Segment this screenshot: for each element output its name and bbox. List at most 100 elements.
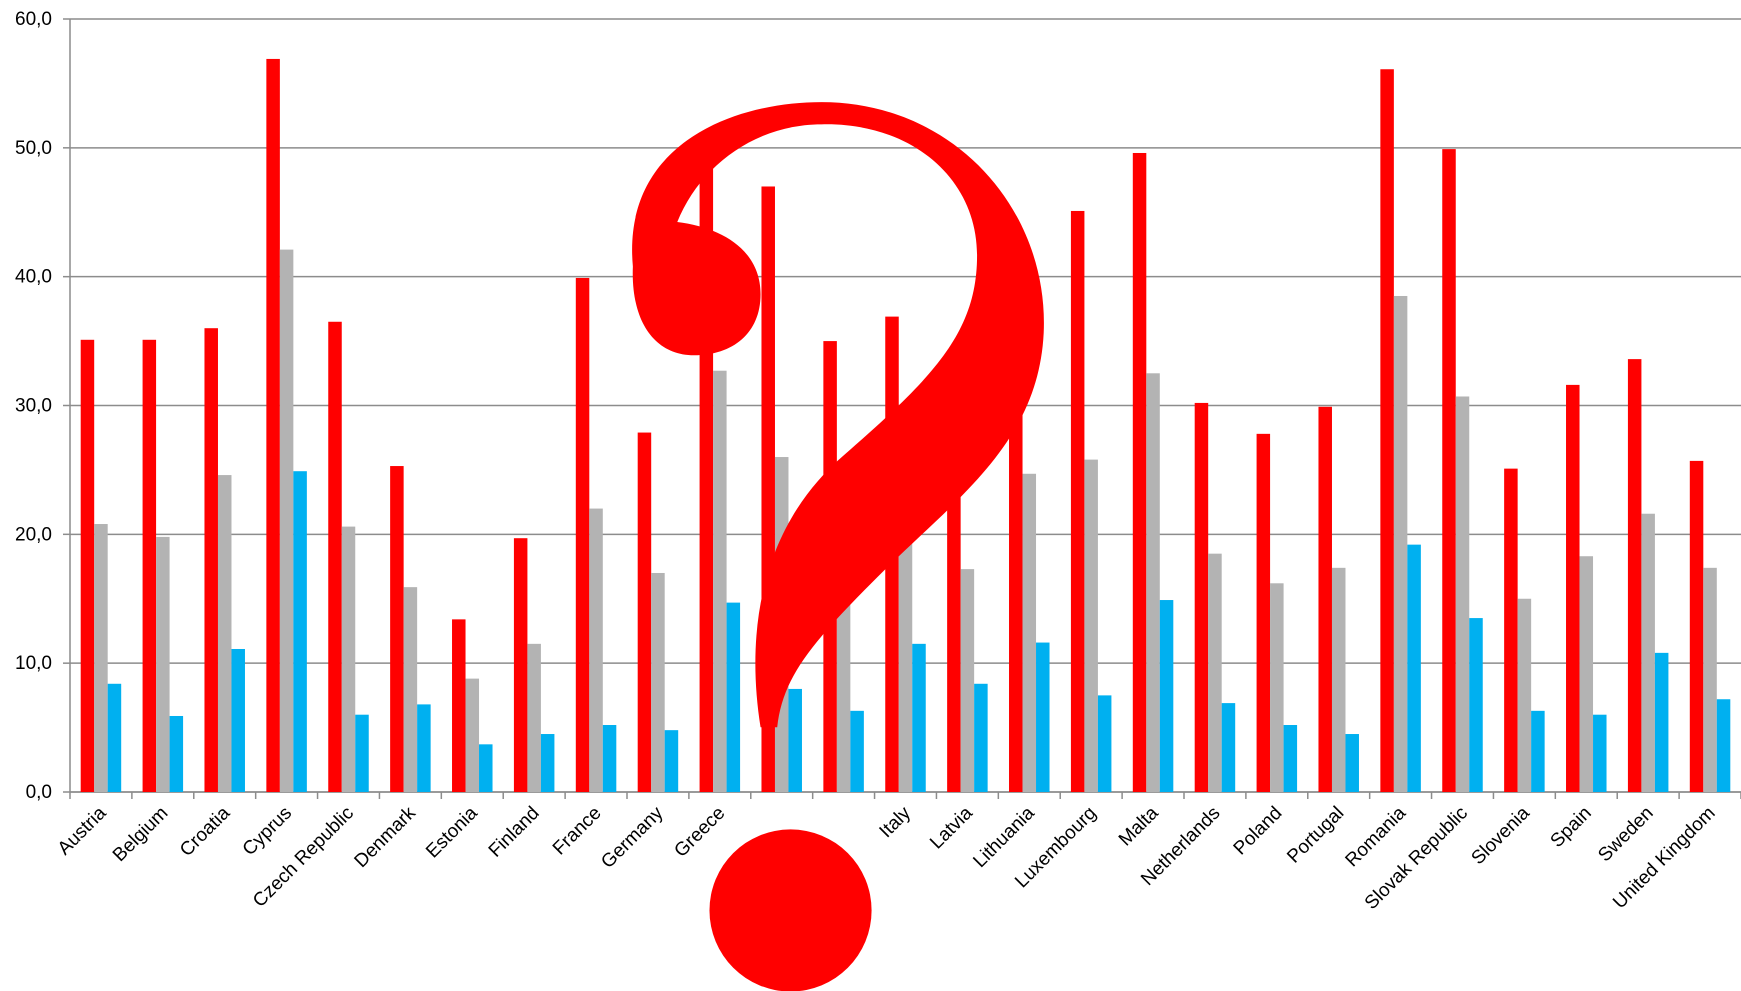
bar xyxy=(1146,373,1160,792)
bar xyxy=(850,710,864,792)
x-tick-label: Sweden xyxy=(1594,803,1657,866)
y-tick-label: 10,0 xyxy=(15,653,52,674)
x-tick-label: Finland xyxy=(485,803,544,862)
bar xyxy=(726,602,741,792)
bar xyxy=(1579,556,1594,792)
bar xyxy=(589,508,603,792)
x-tick-label: Portugal xyxy=(1283,803,1348,868)
bar xyxy=(898,540,913,792)
bar xyxy=(80,339,95,792)
x-tick-label: Austria xyxy=(54,802,111,859)
x-tick-label: Denmark xyxy=(351,802,421,872)
bar xyxy=(602,725,617,792)
bar xyxy=(1208,553,1222,792)
bar xyxy=(1627,359,1642,792)
bar xyxy=(452,619,466,792)
bar xyxy=(1194,402,1209,792)
bar xyxy=(328,321,342,792)
question-mark xyxy=(632,102,1044,991)
bar xyxy=(1455,396,1470,792)
bar xyxy=(293,471,307,792)
bar xyxy=(355,714,369,792)
x-tick-label: Belgium xyxy=(109,803,172,866)
bar xyxy=(1221,703,1236,792)
y-tick-label: 0,0 xyxy=(26,782,52,803)
bar xyxy=(217,475,232,792)
bar xyxy=(279,249,294,792)
x-tick-label: France xyxy=(549,803,606,860)
bar xyxy=(1407,544,1421,792)
y-tick-label: 20,0 xyxy=(15,524,52,545)
bar xyxy=(1345,734,1359,792)
bar xyxy=(960,569,975,792)
bar xyxy=(1531,710,1545,792)
bar xyxy=(540,734,555,792)
bar xyxy=(1442,149,1456,792)
y-tick-label: 40,0 xyxy=(15,267,52,288)
bar xyxy=(1318,406,1332,792)
bar xyxy=(142,339,157,792)
bar xyxy=(664,730,679,792)
bar xyxy=(479,744,493,792)
x-tick-label: Latvia xyxy=(926,802,977,853)
bar xyxy=(1703,567,1717,792)
bar xyxy=(788,688,802,792)
bar xyxy=(107,683,122,792)
x-tick-label: Germany xyxy=(597,802,667,872)
bar xyxy=(266,58,280,792)
x-tick-label: Spain xyxy=(1547,803,1596,852)
bar xyxy=(390,466,404,792)
y-tick-label: 30,0 xyxy=(15,396,52,417)
bar xyxy=(417,704,431,792)
question-dot xyxy=(709,829,872,991)
bar xyxy=(1641,513,1655,792)
bar xyxy=(1504,468,1518,792)
bar xyxy=(341,526,356,792)
bar xyxy=(169,715,184,792)
question-hook xyxy=(632,102,1044,728)
bar xyxy=(1132,152,1147,792)
bar xyxy=(836,592,851,792)
bar xyxy=(912,643,926,792)
bar xyxy=(1283,725,1298,792)
x-tick-label: Poland xyxy=(1230,803,1287,860)
y-tick-label: 50,0 xyxy=(15,138,52,159)
bar xyxy=(1270,583,1284,792)
bar xyxy=(1689,460,1704,792)
bar xyxy=(974,683,988,792)
bar xyxy=(156,536,170,792)
bar xyxy=(1654,652,1669,792)
bar xyxy=(1159,600,1174,792)
bar xyxy=(1716,699,1731,792)
bar xyxy=(527,643,541,792)
bar xyxy=(204,328,218,792)
x-tick-label: Croatia xyxy=(176,802,234,860)
bar xyxy=(1593,714,1607,792)
bar xyxy=(513,538,528,792)
bar xyxy=(465,678,480,792)
bar xyxy=(1084,459,1098,792)
bar xyxy=(403,587,418,792)
x-tick-label: Estonia xyxy=(422,802,482,862)
bar xyxy=(1566,384,1580,792)
bar xyxy=(231,648,245,792)
bar xyxy=(1393,295,1408,792)
bar xyxy=(1009,392,1023,792)
bar xyxy=(1097,695,1112,792)
bar xyxy=(1469,618,1483,792)
x-tick-label: Slovenia xyxy=(1468,802,1535,869)
x-tick-label: Malta xyxy=(1115,802,1163,850)
bar xyxy=(1380,69,1394,793)
bar xyxy=(1070,210,1085,792)
bar xyxy=(651,572,665,792)
bar xyxy=(94,524,108,792)
bar xyxy=(637,432,652,792)
bar xyxy=(713,370,727,792)
bar xyxy=(1022,473,1037,792)
bar xyxy=(1036,642,1050,792)
bar xyxy=(1517,598,1532,792)
bar xyxy=(575,277,590,793)
bar xyxy=(1331,567,1346,792)
